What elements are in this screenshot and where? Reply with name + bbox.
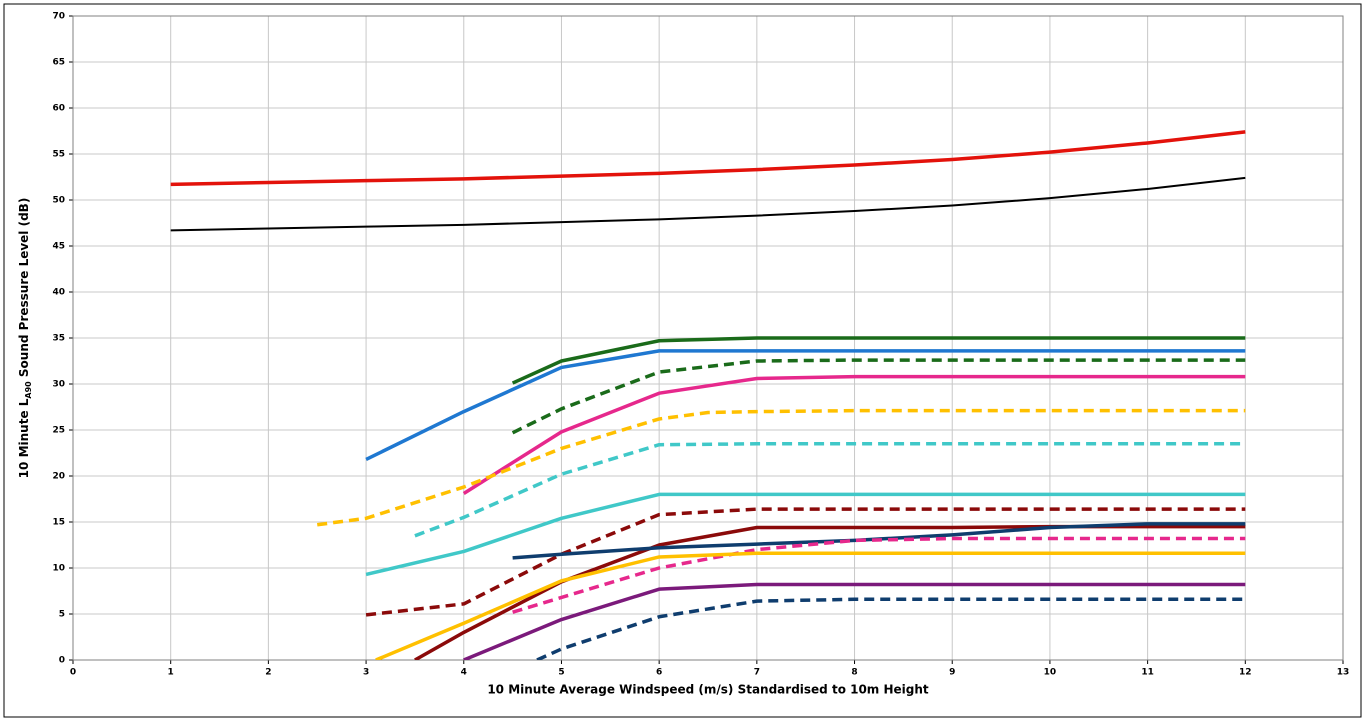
y-axis-title-part: Sound Pressure Level (dB) — [17, 198, 31, 382]
y-tick-label: 40 — [52, 288, 65, 298]
y-axis-title: 10 Minute LA90 Sound Pressure Level (dB) — [17, 198, 34, 479]
y-tick-label: 60 — [52, 104, 65, 114]
y-tick-label: 55 — [52, 150, 65, 160]
y-axis-title-part: 10 Minute L — [17, 398, 31, 478]
y-tick-label: 10 — [52, 564, 65, 574]
y-tick-label: 20 — [52, 472, 65, 482]
x-tick-label: 13 — [1337, 668, 1350, 678]
y-tick-label: 50 — [52, 196, 65, 206]
x-tick-label: 10 — [1044, 668, 1057, 678]
series-line — [512, 522, 1246, 560]
series-line — [365, 349, 1246, 462]
x-tick-label: 3 — [363, 668, 369, 678]
y-tick-label: 0 — [59, 656, 65, 666]
y-tick-label: 45 — [52, 242, 65, 252]
x-tick-label: 2 — [265, 668, 271, 678]
y-tick-label: 35 — [52, 334, 65, 344]
plot-border — [72, 15, 1344, 661]
series-line — [511, 336, 1246, 385]
series-line — [512, 536, 1246, 614]
x-tick-label: 12 — [1239, 668, 1252, 678]
series-line — [365, 507, 1246, 617]
x-tick-label: 0 — [70, 668, 76, 678]
series-line — [414, 442, 1246, 538]
x-tick-label: 4 — [461, 668, 467, 678]
x-tick-label: 1 — [168, 668, 174, 678]
series-line — [365, 492, 1246, 577]
y-tick-label: 15 — [52, 518, 65, 528]
x-tick-label: 11 — [1141, 668, 1154, 678]
series-line — [170, 176, 1246, 232]
series-line — [170, 130, 1246, 187]
x-tick-label: 7 — [754, 668, 760, 678]
series-line — [375, 551, 1246, 660]
x-tick-label: 5 — [558, 668, 564, 678]
series-line — [317, 408, 1246, 527]
y-axis-title-part: A90 — [24, 381, 33, 399]
y-tick-label: 70 — [52, 12, 65, 22]
series-line — [462, 374, 1246, 495]
series-line — [511, 358, 1246, 435]
y-tick-label: 5 — [59, 610, 65, 620]
series-line — [463, 582, 1246, 660]
x-tick-label: 8 — [851, 668, 857, 678]
y-tick-label: 25 — [52, 426, 65, 436]
x-axis-title: 10 Minute Average Windspeed (m/s) Standa… — [487, 683, 929, 697]
series-line — [536, 597, 1246, 660]
x-tick-label: 9 — [949, 668, 955, 678]
x-tick-label: 6 — [656, 668, 662, 678]
y-tick-label: 65 — [52, 58, 65, 68]
y-tick-label: 30 — [52, 380, 65, 390]
